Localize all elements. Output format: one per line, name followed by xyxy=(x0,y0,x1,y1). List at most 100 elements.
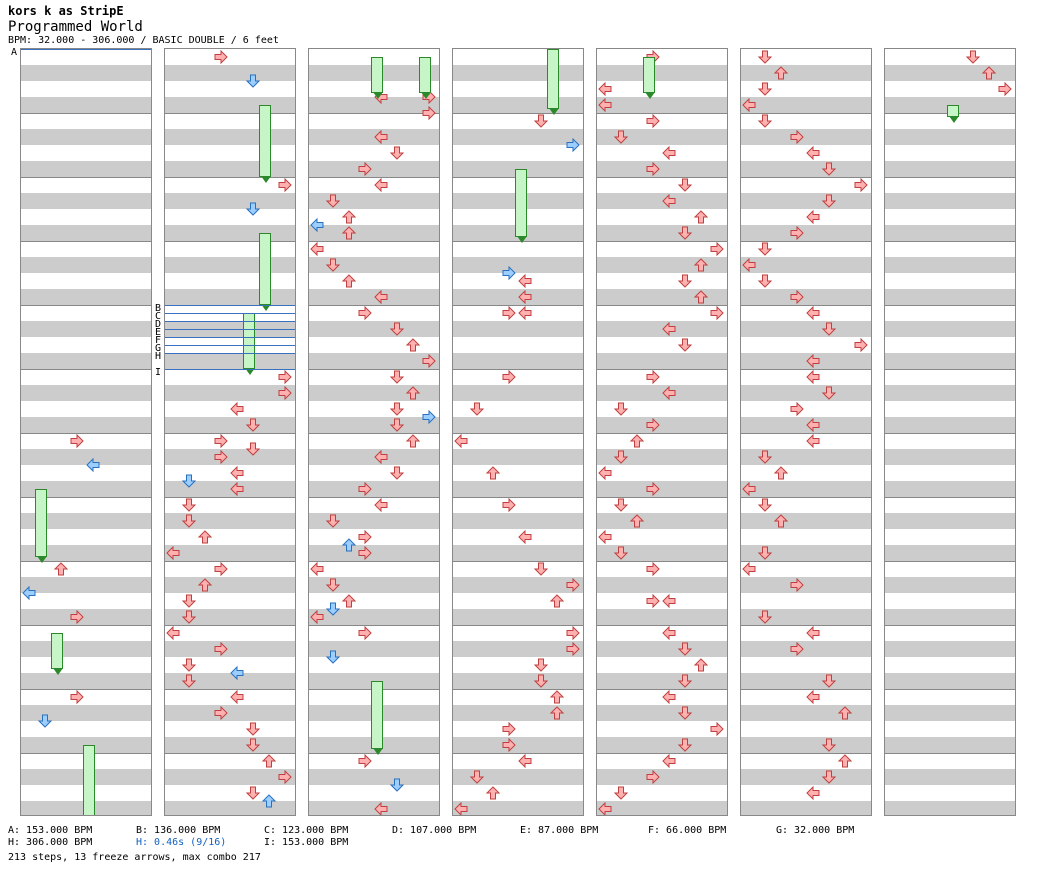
right-arrow-icon xyxy=(566,642,580,656)
step-summary: 213 steps, 13 freeze arrows, max combo 2… xyxy=(8,852,261,863)
beat-band xyxy=(741,737,871,753)
left-arrow-icon xyxy=(310,218,324,232)
beat-band xyxy=(165,673,295,689)
measure-line xyxy=(165,561,295,562)
measure-line xyxy=(597,305,727,306)
right-arrow-icon xyxy=(502,306,516,320)
down-arrow-icon xyxy=(678,674,692,688)
left-arrow-icon xyxy=(598,98,612,112)
down-arrow-icon xyxy=(246,738,260,752)
up-arrow-icon xyxy=(694,290,708,304)
up-arrow-icon xyxy=(630,434,644,448)
right-arrow-icon xyxy=(502,722,516,736)
down-arrow-icon xyxy=(822,770,836,784)
measure-line xyxy=(597,689,727,690)
left-arrow-icon xyxy=(806,690,820,704)
beat-band xyxy=(21,545,151,561)
measure-line xyxy=(453,753,583,754)
bpm-c: C: 123.000 BPM xyxy=(264,825,349,836)
bpm-a: A: 153.000 BPM xyxy=(8,825,93,836)
beat-band xyxy=(597,609,727,625)
down-arrow-icon xyxy=(614,498,628,512)
beat-band xyxy=(741,385,871,401)
freeze-arrow-icon xyxy=(371,681,383,755)
left-arrow-icon xyxy=(310,242,324,256)
measure-line xyxy=(885,305,1015,306)
down-arrow-icon xyxy=(758,498,772,512)
beat-band xyxy=(741,481,871,497)
down-arrow-icon xyxy=(326,578,340,592)
right-arrow-icon xyxy=(214,562,228,576)
beat-band xyxy=(165,353,295,369)
beat-band xyxy=(165,385,295,401)
beat-band xyxy=(885,353,1015,369)
beat-band xyxy=(21,385,151,401)
beat-band xyxy=(741,257,871,273)
up-arrow-icon xyxy=(694,210,708,224)
left-arrow-icon xyxy=(22,586,36,600)
chart-column xyxy=(20,48,152,816)
measure-line xyxy=(309,177,439,178)
right-arrow-icon xyxy=(278,178,292,192)
beat-band xyxy=(597,801,727,815)
down-arrow-icon xyxy=(758,274,772,288)
beat-band xyxy=(741,609,871,625)
right-arrow-icon xyxy=(358,162,372,176)
up-arrow-icon xyxy=(550,594,564,608)
up-arrow-icon xyxy=(838,706,852,720)
bpm-marker-label: H xyxy=(155,351,162,362)
down-arrow-icon xyxy=(614,546,628,560)
left-arrow-icon xyxy=(454,802,468,815)
beat-band xyxy=(597,513,727,529)
beat-band xyxy=(741,225,871,241)
down-arrow-icon xyxy=(758,450,772,464)
right-arrow-icon xyxy=(646,114,660,128)
beat-band xyxy=(885,257,1015,273)
beat-band xyxy=(741,449,871,465)
measure-line xyxy=(309,561,439,562)
chart-info: BPM: 32.000 - 306.000 / BASIC DOUBLE / 6… xyxy=(8,35,279,46)
measure-line xyxy=(597,369,727,370)
right-arrow-icon xyxy=(502,498,516,512)
right-arrow-icon xyxy=(422,410,436,424)
beat-band xyxy=(741,193,871,209)
beat-band xyxy=(453,257,583,273)
beat-band xyxy=(165,737,295,753)
bpm-g: G: 32.000 BPM xyxy=(776,825,855,836)
measure-line xyxy=(21,625,151,626)
beat-band xyxy=(165,225,295,241)
beat-band xyxy=(885,65,1015,81)
beat-band xyxy=(885,289,1015,305)
beat-band xyxy=(597,193,727,209)
beat-band xyxy=(453,353,583,369)
up-arrow-icon xyxy=(198,578,212,592)
right-arrow-icon xyxy=(790,642,804,656)
beat-band xyxy=(597,353,727,369)
freeze-arrow-icon xyxy=(371,57,383,99)
left-arrow-icon xyxy=(166,626,180,640)
beat-band xyxy=(741,161,871,177)
up-arrow-icon xyxy=(486,466,500,480)
bpm-b: B: 136.000 BPM xyxy=(136,825,221,836)
measure-line xyxy=(597,625,727,626)
down-arrow-icon xyxy=(326,194,340,208)
measure-line xyxy=(165,241,295,242)
beat-band xyxy=(885,481,1015,497)
right-arrow-icon xyxy=(70,434,84,448)
right-arrow-icon xyxy=(214,50,228,64)
left-arrow-icon xyxy=(374,290,388,304)
down-arrow-icon xyxy=(534,562,548,576)
right-arrow-icon xyxy=(566,626,580,640)
measure-line xyxy=(165,177,295,178)
left-arrow-icon xyxy=(806,354,820,368)
left-arrow-icon xyxy=(742,258,756,272)
measure-line xyxy=(165,753,295,754)
right-arrow-icon xyxy=(790,578,804,592)
beat-band xyxy=(597,225,727,241)
beat-band xyxy=(21,353,151,369)
beat-band xyxy=(21,705,151,721)
beat-band xyxy=(597,161,727,177)
beat-band xyxy=(453,449,583,465)
up-arrow-icon xyxy=(694,258,708,272)
beat-band xyxy=(885,449,1015,465)
